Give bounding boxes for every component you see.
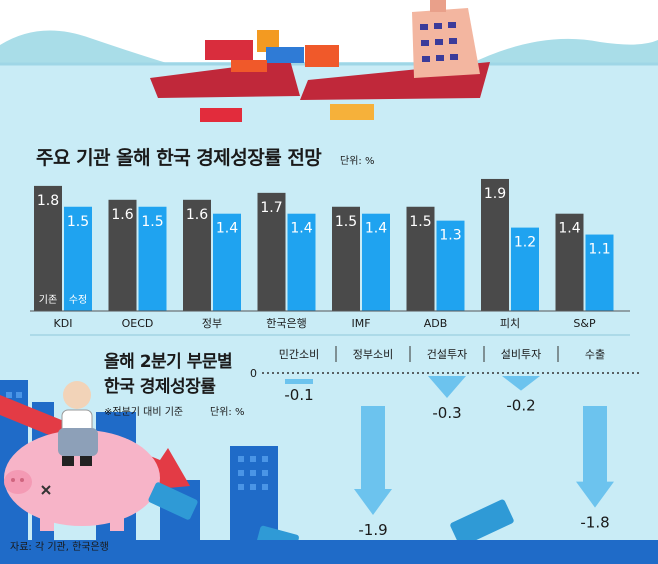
- worried-man-icon: [58, 381, 98, 466]
- chart1-category-label: OECD: [122, 317, 154, 330]
- chart1-category-label: IMF: [351, 317, 370, 330]
- chart1-bar: [183, 199, 211, 311]
- chart1-bar: [64, 206, 92, 311]
- chart2-zero-label: 0: [250, 367, 257, 380]
- chart2-arrows: -0.1 -1.9 -0.3 -0.2 -1.8: [284, 376, 614, 539]
- chart1-value-label: 1.5: [409, 214, 431, 230]
- chart2-value-label: -1.8: [580, 514, 609, 532]
- cargo-container-icon: [200, 104, 374, 122]
- chart2-value-label: -0.3: [432, 404, 461, 422]
- chart2-value-label: -0.2: [506, 397, 535, 415]
- chart2-arrow: [576, 406, 614, 508]
- chart1-bar: [213, 213, 241, 311]
- chart1-value-label: 1.6: [111, 207, 133, 223]
- chart2-value-label: -0.1: [284, 386, 313, 404]
- right-hill: [470, 38, 658, 64]
- chart1-value-label: 1.4: [365, 221, 387, 237]
- chart1-bar: [34, 185, 62, 311]
- chart1-category-label: KDI: [54, 317, 73, 330]
- chart2-unit: 단위: %: [210, 407, 245, 418]
- chart1-series-label: 기존: [39, 294, 57, 306]
- chart1-value-label: 1.3: [439, 228, 461, 244]
- chart1-value-label: 1.9: [484, 186, 506, 202]
- chart1-value-label: 1.7: [260, 200, 282, 216]
- chart2-note: ※전분기 대비 기준: [104, 407, 184, 418]
- chart1-bars: 1.8 기존 1.5 수정 1.6 1.5 1.6 1.4 1.7 1.4 1.5 1.4 1.5 1.3…: [34, 178, 614, 311]
- chart1-value-label: 1.2: [514, 235, 536, 251]
- chart1-bar: [332, 206, 360, 311]
- left-hill: [0, 30, 170, 64]
- chart2-arrow: [502, 376, 540, 391]
- chart1-value-label: 1.4: [558, 221, 580, 237]
- chart1-bar: [287, 213, 316, 311]
- chart1-bar: [108, 199, 137, 311]
- chart2-arrow: [428, 376, 466, 398]
- chart1-title: 주요 기관 올해 한국 경제성장률 전망: [36, 147, 322, 169]
- chart1-bar: [555, 213, 584, 311]
- chart1-series-label: 수정: [69, 294, 87, 306]
- chart2-category-label: 설비투자: [501, 348, 541, 361]
- chart1-bar: [406, 206, 435, 311]
- chart1-value-label: 1.5: [67, 214, 89, 230]
- chart2-category-label: 민간소비: [279, 348, 319, 361]
- chart1-value-label: 1.5: [335, 214, 357, 230]
- chart1-category-label: 한국은행: [266, 317, 306, 330]
- chart1-value-label: 1.4: [290, 221, 312, 237]
- chart1-bar: [481, 178, 509, 311]
- chart2-value-label: -1.9: [358, 521, 387, 539]
- chart1-bar: [257, 192, 286, 311]
- chart1-bar: [138, 206, 167, 311]
- chart1-value-label: 1.8: [37, 193, 59, 209]
- chart1-value-label: 1.4: [216, 221, 238, 237]
- chart2-category-label: 수출: [585, 348, 605, 361]
- chart1-category-label: ADB: [424, 317, 448, 330]
- chart1-value-label: 1.1: [588, 242, 610, 258]
- chart1-bar: [511, 227, 539, 311]
- chart1-bar: [362, 213, 390, 311]
- chart2-category-label: 정부소비: [353, 348, 393, 361]
- chart1-value-label: 1.6: [186, 207, 208, 223]
- chart1-category-label: 정부: [202, 317, 222, 330]
- bottom-wave: [0, 540, 658, 564]
- chart1-categories: KDI OECD 정부 한국은행 IMF ADB 피치 S&P: [54, 317, 596, 330]
- piggy-bank-icon: [4, 430, 160, 531]
- chart1-category-label: S&P: [573, 317, 596, 330]
- chart2-title-line2: 한국 경제성장률: [104, 377, 216, 397]
- chart2-arrow: [354, 406, 392, 515]
- chart2-bar: [285, 379, 313, 384]
- source-note: 자료: 각 기관, 한국은행: [10, 542, 109, 553]
- chart1-bar: [436, 220, 465, 311]
- chart1-category-label: 피치: [500, 317, 520, 330]
- chart2-category-label: 건설투자: [427, 348, 467, 361]
- sinking-ship-icon: [150, 0, 490, 100]
- chart1-value-label: 1.5: [141, 214, 163, 230]
- chart2-title-line1: 올해 2분기 부문별: [104, 352, 233, 372]
- chart2-categories: 민간소비 정부소비 건설투자 설비투자 수출: [279, 346, 605, 362]
- chart1-bar: [585, 234, 614, 311]
- chart1-unit: 단위: %: [340, 156, 375, 167]
